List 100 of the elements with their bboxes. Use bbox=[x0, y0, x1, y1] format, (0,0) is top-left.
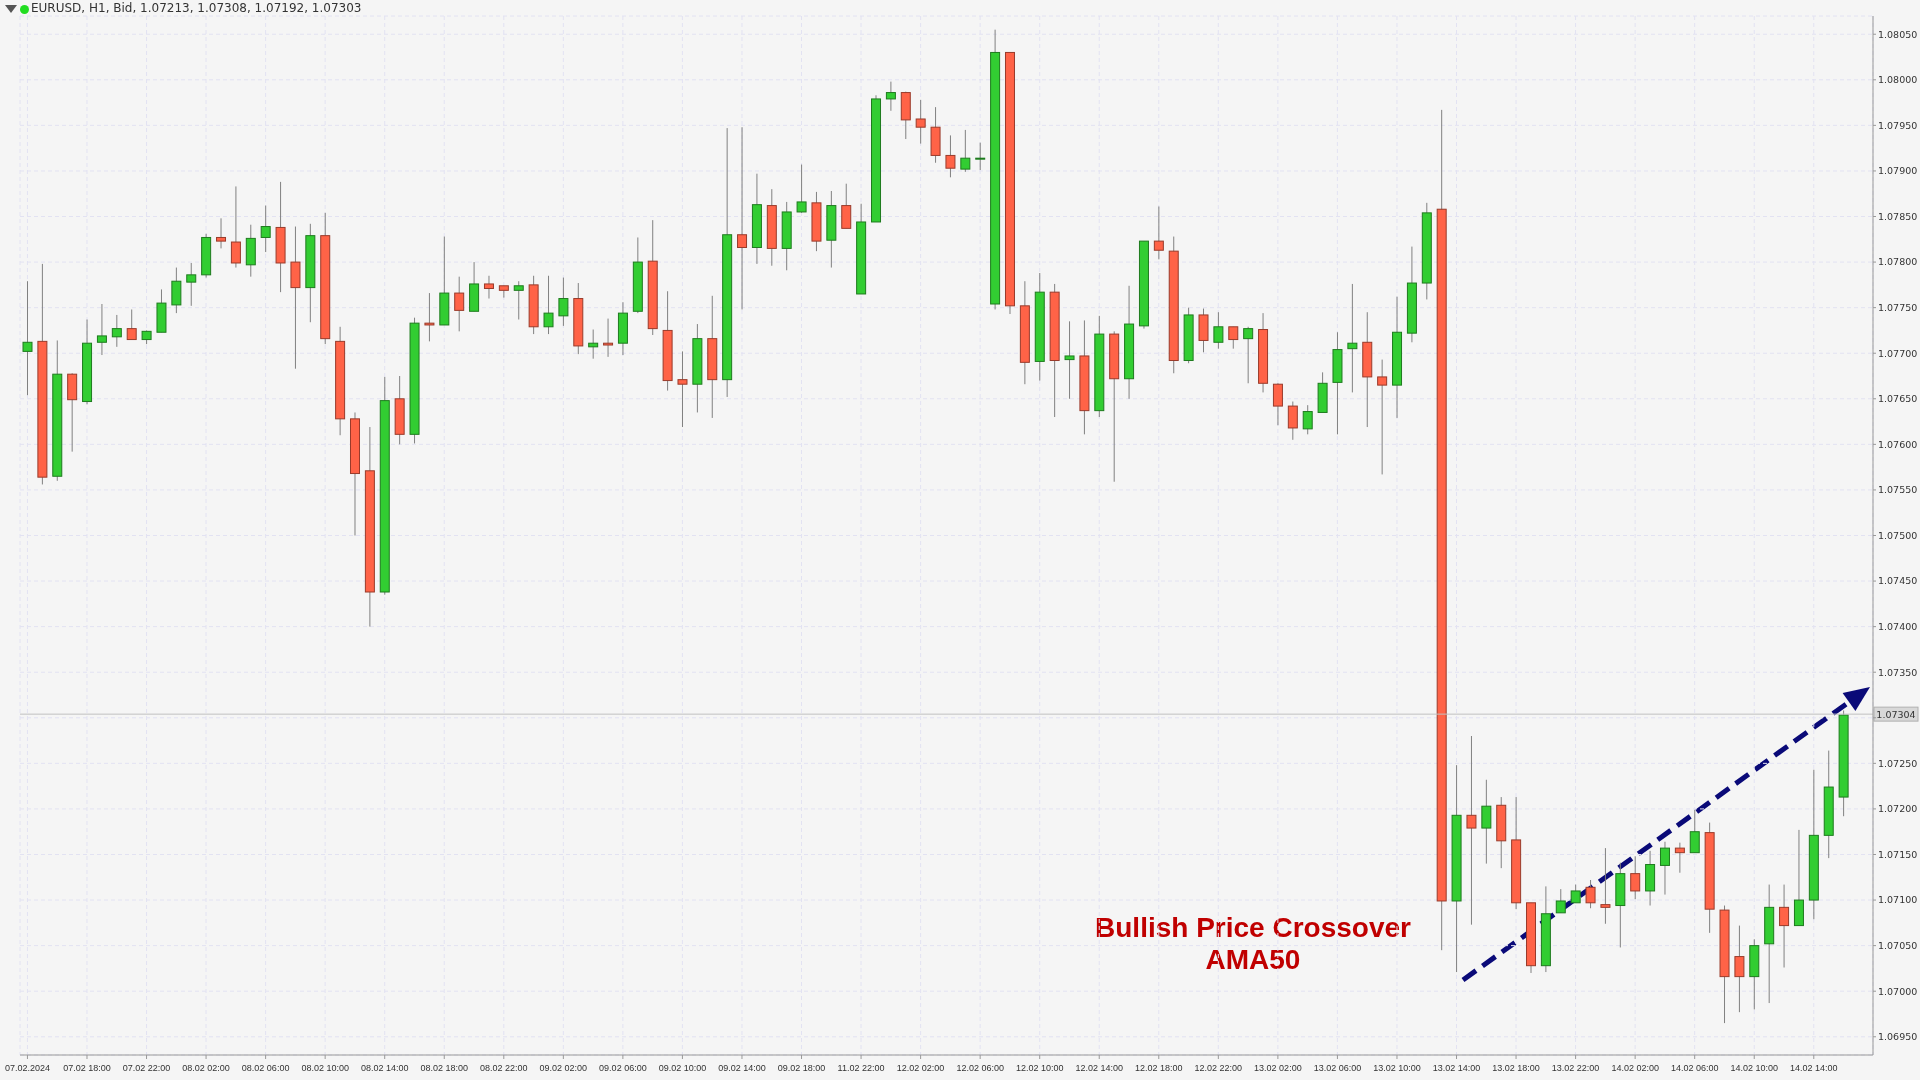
x-tick-label: 14.02 14:00 bbox=[1790, 1063, 1838, 1073]
candlestick bbox=[454, 276, 465, 332]
x-tick-label: 08.02 10:00 bbox=[301, 1063, 349, 1073]
candlestick bbox=[1213, 311, 1224, 350]
y-tick-label: 1.07200 bbox=[1878, 803, 1918, 815]
candlestick bbox=[1674, 842, 1685, 874]
candlestick bbox=[543, 275, 554, 335]
candlestick bbox=[1466, 735, 1477, 926]
candlestick bbox=[1779, 884, 1790, 969]
candlestick bbox=[945, 134, 956, 178]
x-tick-label: 07.02.2024 bbox=[4, 1063, 50, 1073]
candlestick bbox=[1630, 855, 1641, 900]
candlestick bbox=[1377, 359, 1388, 475]
candlestick bbox=[677, 350, 688, 428]
x-tick-label: 09.02 10:00 bbox=[658, 1063, 707, 1073]
annotation: Bullish Price Crossover AMA50 bbox=[1094, 912, 1412, 976]
x-tick-label: 11.02 22:00 bbox=[837, 1063, 885, 1073]
candlestick bbox=[424, 292, 435, 342]
y-tick-label: 1.07950 bbox=[1878, 119, 1918, 131]
candlestick bbox=[260, 205, 271, 253]
x-tick-label: 07.02 22:00 bbox=[122, 1063, 171, 1073]
x-tick-label: 13.02 06:00 bbox=[1313, 1063, 1362, 1073]
y-tick-label: 1.07500 bbox=[1878, 529, 1918, 541]
candlestick bbox=[483, 275, 494, 300]
x-tick-label: 12.02 10:00 bbox=[1015, 1063, 1064, 1073]
x-tick-label: 09.02 14:00 bbox=[718, 1063, 766, 1073]
candlestick bbox=[1347, 283, 1358, 393]
x-tick-label: 14.02 06:00 bbox=[1670, 1063, 1719, 1073]
candlestick bbox=[513, 280, 524, 320]
candlestick bbox=[1600, 847, 1611, 925]
candlestick bbox=[111, 314, 122, 348]
x-tick-label: 08.02 22:00 bbox=[480, 1063, 528, 1073]
candlestick bbox=[885, 81, 896, 112]
y-tick-label: 1.06950 bbox=[1878, 1031, 1918, 1043]
y-tick-label: 1.07550 bbox=[1878, 484, 1918, 496]
x-tick-label: 12.02 22:00 bbox=[1194, 1063, 1243, 1073]
x-tick-label: 12.02 14:00 bbox=[1075, 1063, 1124, 1073]
x-tick-label: 13.02 14:00 bbox=[1432, 1063, 1481, 1073]
candlestick bbox=[1570, 884, 1581, 904]
candlestick bbox=[796, 164, 807, 214]
y-tick-label: 1.07050 bbox=[1878, 940, 1918, 951]
y-tick-label: 1.08000 bbox=[1878, 74, 1918, 86]
candlestick bbox=[1555, 888, 1566, 914]
x-tick-label: 09.02 02:00 bbox=[539, 1063, 588, 1073]
candlestick bbox=[1481, 779, 1492, 865]
x-tick-label: 13.02 02:00 bbox=[1254, 1063, 1302, 1073]
candlestick bbox=[841, 183, 852, 229]
x-tick-label: 12.02 02:00 bbox=[896, 1063, 945, 1073]
candlestick bbox=[1228, 326, 1239, 350]
x-tick-label: 09.02 18:00 bbox=[777, 1063, 826, 1073]
ref-line-label: 1.07304 bbox=[1876, 708, 1916, 720]
candlestick bbox=[230, 185, 241, 269]
candlestick bbox=[1689, 809, 1700, 854]
candlestick bbox=[960, 129, 971, 173]
candlestick bbox=[96, 303, 107, 356]
x-tick-label: 13.02 22:00 bbox=[1551, 1063, 1600, 1073]
candlestick bbox=[1585, 879, 1596, 909]
y-tick-label: 1.07700 bbox=[1878, 347, 1918, 359]
y-tick-label: 1.07750 bbox=[1878, 302, 1918, 314]
candlestick bbox=[1153, 205, 1164, 260]
y-tick-label: 1.08050 bbox=[1878, 28, 1918, 40]
chart-title: EURUSD, H1, Bid, 1.07213, 1.07308, 1.07192, 1.07303 bbox=[31, 1, 362, 15]
candlestick bbox=[1064, 320, 1075, 400]
candlestick bbox=[216, 217, 227, 249]
y-tick-label: 1.07350 bbox=[1878, 666, 1918, 678]
x-tick-label: 12.02 06:00 bbox=[956, 1063, 1004, 1073]
y-tick-label: 1.07650 bbox=[1878, 393, 1918, 405]
y-tick-label: 1.07600 bbox=[1878, 438, 1918, 450]
candlestick bbox=[737, 126, 748, 310]
candlestick bbox=[22, 280, 33, 396]
candlestick bbox=[498, 285, 509, 299]
y-tick-label: 1.07000 bbox=[1878, 985, 1918, 997]
y-tick-label: 1.07800 bbox=[1878, 256, 1918, 268]
x-tick-label: 08.02 06:00 bbox=[241, 1063, 290, 1073]
candlestick bbox=[558, 277, 569, 327]
candlestick bbox=[1302, 404, 1313, 435]
candlestick bbox=[915, 99, 926, 145]
x-tick-label: 09.02 06:00 bbox=[599, 1063, 647, 1073]
x-tick-label: 08.02 02:00 bbox=[182, 1063, 230, 1073]
y-tick-label: 1.07150 bbox=[1878, 848, 1918, 860]
candlestick bbox=[1659, 841, 1670, 896]
candlestick bbox=[1272, 382, 1283, 426]
y-tick-label: 1.07250 bbox=[1878, 757, 1918, 769]
candlestick bbox=[1243, 326, 1254, 384]
y-tick-label: 1.07450 bbox=[1878, 575, 1918, 587]
x-tick-label: 13.02 10:00 bbox=[1373, 1063, 1421, 1073]
candlestick bbox=[1287, 401, 1298, 441]
x-tick-label: 14.02 02:00 bbox=[1611, 1063, 1659, 1073]
x-tick-label: 14.02 10:00 bbox=[1730, 1063, 1779, 1073]
y-tick-label: 1.07850 bbox=[1878, 210, 1918, 222]
x-tick-label: 08.02 18:00 bbox=[420, 1063, 469, 1073]
candlestick bbox=[975, 142, 986, 171]
x-tick-label: 08.02 14:00 bbox=[360, 1063, 409, 1073]
candlestick bbox=[186, 262, 197, 307]
y-tick-label: 1.07400 bbox=[1878, 621, 1918, 633]
candlestick bbox=[603, 318, 614, 358]
x-tick-label: 12.02 18:00 bbox=[1135, 1063, 1183, 1073]
candlestick bbox=[1734, 925, 1745, 1013]
candlestick bbox=[126, 308, 137, 341]
y-tick-label: 1.07100 bbox=[1878, 894, 1918, 906]
